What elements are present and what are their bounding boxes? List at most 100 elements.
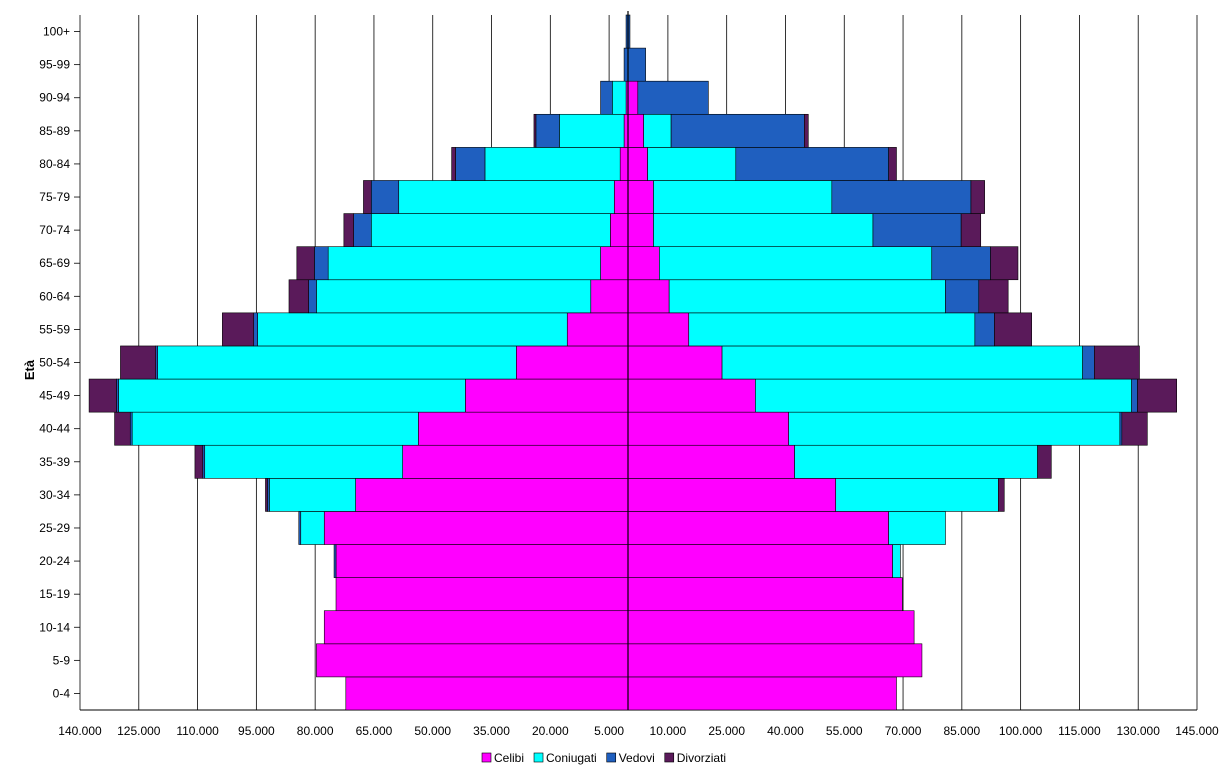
bar-right-celibi-5-9 — [627, 643, 923, 678]
y-tick-label: 0-4 — [53, 686, 71, 700]
bar-right-celibi-45-49 — [627, 378, 756, 413]
bar-left-coniugati-75-79 — [398, 180, 615, 214]
bar-left-celibi-20-24 — [335, 544, 629, 578]
bar-left-divorziati-35-39 — [194, 444, 204, 479]
bar-right-coniugati-45-49 — [755, 378, 1132, 413]
bar-left-celibi-55-59 — [566, 312, 629, 347]
bar-right-divorziati-85-89 — [804, 113, 809, 148]
bar-left-vedovi-80-84 — [455, 147, 486, 181]
bar-left-celibi-10-14 — [323, 610, 629, 645]
bar-right-vedovi-45-49 — [1131, 378, 1138, 413]
x-tick-label: 20.000 — [532, 724, 569, 738]
bar-right-coniugati-60-64 — [668, 279, 946, 314]
x-tick-label: 125.000 — [117, 724, 161, 738]
bar-left-celibi-15-19 — [335, 577, 629, 612]
bar-left-coniugati-30-34 — [269, 478, 356, 512]
bar-left-celibi-40-44 — [418, 411, 629, 446]
bar-left-divorziati-60-64 — [288, 279, 309, 314]
y-tick-label: 65-69 — [39, 256, 70, 270]
bar-right-divorziati-65-69 — [990, 246, 1019, 281]
bar-left-coniugati-35-39 — [204, 444, 403, 479]
x-tick-label: 55.000 — [826, 724, 863, 738]
x-tick-label: 100.000 — [999, 724, 1043, 738]
bar-left-vedovi-85-89 — [535, 113, 560, 148]
bar-right-coniugati-70-74 — [653, 213, 874, 247]
bar-left-divorziati-75-79 — [363, 180, 372, 214]
bar-right-celibi-25-29 — [627, 511, 889, 545]
bar-right-coniugati-85-89 — [643, 113, 672, 148]
y-tick-label: 5-9 — [53, 653, 71, 667]
bar-left-celibi-25-29 — [323, 511, 629, 545]
bar-right-coniugati-40-44 — [788, 411, 1121, 446]
y-tick-label: 100+ — [43, 25, 70, 39]
y-tick-label: 40-44 — [39, 422, 70, 436]
bar-right-coniugati-50-54 — [721, 345, 1083, 380]
bar-left-coniugati-70-74 — [370, 213, 611, 247]
bar-left-vedovi-20-24 — [333, 544, 337, 578]
bar-right-coniugati-25-29 — [888, 511, 946, 545]
bar-right-divorziati-75-79 — [970, 180, 985, 214]
y-tick-label: 85-89 — [39, 124, 70, 138]
x-tick-label: 50.000 — [414, 724, 451, 738]
bar-left-divorziati-80-84 — [451, 147, 456, 181]
bar-left-celibi-30-34 — [355, 478, 629, 512]
x-tick-label: 130.000 — [1117, 724, 1161, 738]
legend-label-vedovi: Vedovi — [619, 751, 655, 765]
bar-left-celibi-60-64 — [590, 279, 629, 314]
bar-right-divorziati-80-84 — [888, 147, 897, 181]
bar-left-divorziati-70-74 — [343, 213, 354, 247]
bar-left-vedovi-75-79 — [370, 180, 400, 214]
bar-left-celibi-75-79 — [613, 180, 629, 214]
bar-left-celibi-5-9 — [316, 643, 629, 678]
bar-left-vedovi-60-64 — [308, 279, 317, 314]
bar-left-coniugati-25-29 — [300, 511, 325, 545]
x-tick-label: 40.000 — [767, 724, 804, 738]
bar-left-celibi-35-39 — [402, 444, 629, 479]
bar-right-vedovi-65-69 — [931, 246, 991, 281]
legend-label-coniugati: Coniugati — [546, 751, 597, 765]
bar-right-celibi-70-74 — [627, 213, 654, 247]
bar-right-coniugati-30-34 — [835, 478, 999, 512]
bar-right-celibi-80-84 — [627, 147, 648, 181]
legend-swatch-vedovi — [606, 752, 617, 763]
x-tick-label: 115.000 — [1058, 724, 1101, 738]
x-tick-label: 70.000 — [885, 724, 922, 738]
legend: Celibi Coniugati Vedovi Divorziati — [481, 751, 726, 765]
bar-left-celibi-50-54 — [515, 345, 629, 380]
y-axis-label: Età — [22, 359, 37, 380]
bar-left-vedovi-55-59 — [253, 312, 258, 347]
bar-left-vedovi-65-69 — [314, 246, 329, 281]
bar-left-divorziati-50-54 — [120, 345, 157, 380]
x-tick-label: 95.000 — [238, 724, 275, 738]
bar-left-divorziati-65-69 — [296, 246, 315, 281]
bar-right-divorziati-30-34 — [998, 478, 1005, 512]
bar-left-divorziati-85-89 — [533, 113, 537, 148]
bar-right-vedovi-95-99 — [627, 47, 646, 82]
bar-right-vedovi-75-79 — [831, 180, 972, 214]
x-tick-label: 5.000 — [594, 724, 624, 738]
bar-left-vedovi-70-74 — [353, 213, 372, 247]
bar-left-divorziati-30-34 — [265, 478, 268, 512]
bar-left-celibi-65-69 — [600, 246, 629, 281]
bar-right-celibi-15-19 — [627, 577, 903, 612]
bar-left-divorziati-40-44 — [114, 411, 131, 446]
bar-right-coniugati-65-69 — [659, 246, 933, 281]
bar-right-celibi-30-34 — [627, 478, 837, 512]
bar-right-vedovi-50-54 — [1082, 345, 1095, 380]
bar-right-vedovi-70-74 — [872, 213, 962, 247]
x-tick-label: 85.000 — [943, 724, 980, 738]
bar-left-coniugati-55-59 — [257, 312, 568, 347]
bar-left-coniugati-90-94 — [612, 80, 627, 115]
bar-left-coniugati-40-44 — [131, 411, 419, 446]
bar-left-celibi-80-84 — [619, 147, 629, 181]
bar-right-celibi-10-14 — [627, 610, 915, 645]
bar-right-celibi-40-44 — [627, 411, 789, 446]
y-tick-label: 30-34 — [39, 488, 70, 502]
bar-right-celibi-50-54 — [627, 345, 723, 380]
bar-right-celibi-20-24 — [627, 544, 893, 578]
bar-right-celibi-55-59 — [627, 312, 690, 347]
legend-swatch-coniugati — [533, 752, 544, 763]
bar-left-celibi-45-49 — [465, 378, 629, 413]
bar-left-celibi-70-74 — [610, 213, 629, 247]
